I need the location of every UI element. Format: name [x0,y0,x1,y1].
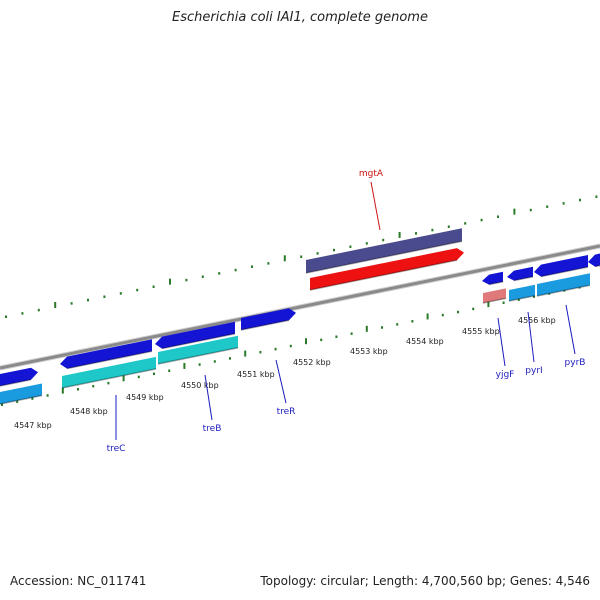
yjgF-track2 [483,288,506,303]
gene-label-treR: treR [277,407,296,417]
tick-labels: 4547 kbp 4548 kbp 4549 kbp 4550 kbp 4551 kbp… [14,316,556,430]
tick-label: 4550 kbp [181,381,219,390]
gene-leader-line [527,311,535,363]
treC-track2 [62,356,156,388]
tick-label: 4554 kbp [406,337,444,346]
inner-tick-ring [1,286,581,406]
gene-label-treC: treC [107,444,126,454]
gene-label-yjgF: yjgF [496,370,515,380]
tick-label: 4555 kbp [462,327,500,336]
topology-summary: Topology: circular; Length: 4,700,560 bp… [260,574,590,588]
treB-cds [155,321,235,349]
cds-right-edge [588,253,600,267]
tick-label: 4551 kbp [237,370,275,379]
tick-label: 4553 kbp [350,347,388,356]
tick-label: 4552 kbp [293,358,331,367]
gene-leader-line [497,317,506,367]
feature-tracks [0,228,600,405]
track2-left-edge [0,383,42,404]
mgtA-feature-purple [306,228,462,273]
pyrB-cds [534,255,588,277]
cds-left-edge [0,367,38,386]
accession-text: Accession: NC_011741 [10,574,147,588]
treB-track2 [158,335,238,364]
mgtA-feature-red [310,248,464,290]
gene-leader-line [275,359,287,404]
gene-labels: mgtA treC treB treR yjgF pyrI pyrB [107,169,586,454]
yjgF-cds [482,271,503,285]
tick-label: 4556 kbp [518,316,556,325]
pyrB-track2 [537,273,590,296]
tick-label: 4548 kbp [70,407,108,416]
treC-cds [60,339,152,369]
gene-leader-line [370,181,381,231]
gene-leader-line [204,374,213,421]
gene-label-treB: treB [203,424,222,434]
map-title: Escherichia coli IAI1, complete genome [172,10,428,25]
gene-label-pyrI: pyrI [525,366,542,376]
outer-tick-ring [5,195,598,318]
pyrI-track2 [509,284,535,301]
treR-cds [241,308,296,330]
pyrI-cds [507,266,533,281]
tick-label: 4549 kbp [126,393,164,402]
gene-leader-line [565,304,576,355]
genome-backbone [0,243,600,371]
tick-label: 4547 kbp [14,421,52,430]
gene-label-mgtA: mgtA [359,169,384,179]
gene-label-pyrB: pyrB [565,358,586,368]
